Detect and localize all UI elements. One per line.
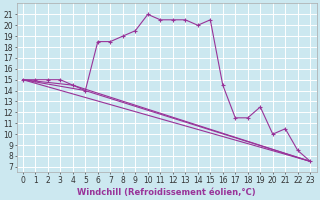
X-axis label: Windchill (Refroidissement éolien,°C): Windchill (Refroidissement éolien,°C) — [77, 188, 256, 197]
